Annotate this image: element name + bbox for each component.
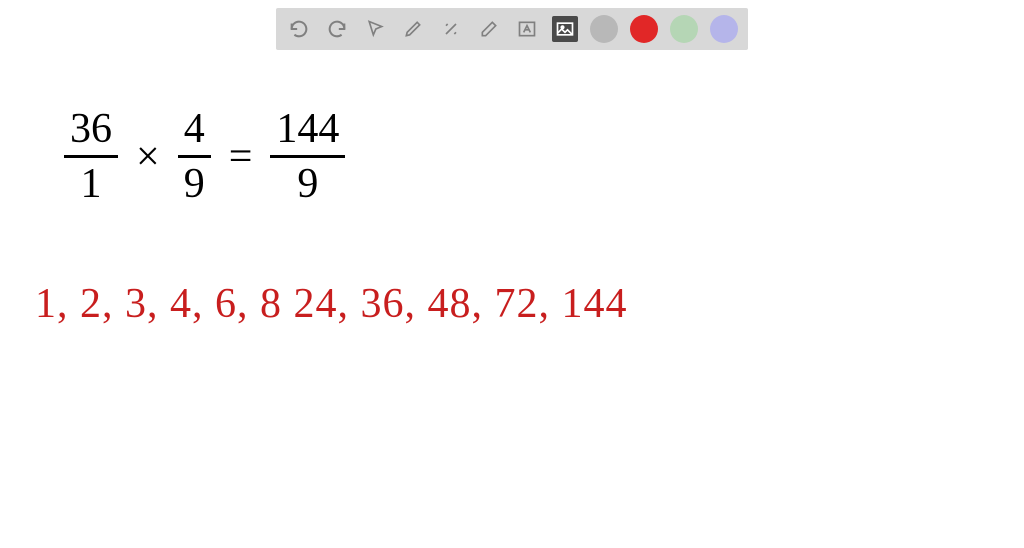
color-blue[interactable] (710, 15, 738, 43)
pencil-button[interactable] (400, 16, 426, 42)
multiply-sign: × (136, 133, 160, 181)
pencil-icon (403, 19, 423, 39)
cursor-icon (365, 19, 385, 39)
fraction-1-numerator: 36 (64, 105, 118, 155)
undo-icon (288, 18, 310, 40)
equation-line: 36 1 × 4 9 = 144 9 (60, 105, 349, 208)
fraction-1-denominator: 1 (75, 158, 108, 208)
text-icon (517, 19, 537, 39)
text-button[interactable] (514, 16, 540, 42)
color-gray[interactable] (590, 15, 618, 43)
whiteboard-canvas[interactable]: 36 1 × 4 9 = 144 9 1, 2, 3, 4, 6, 8 24, … (0, 50, 1024, 548)
eraser-icon (479, 19, 499, 39)
color-red[interactable] (630, 15, 658, 43)
undo-button[interactable] (286, 16, 312, 42)
redo-button[interactable] (324, 16, 350, 42)
equals-sign: = (229, 133, 253, 181)
fraction-2-numerator: 4 (178, 105, 211, 155)
fraction-3: 144 9 (270, 105, 345, 208)
tools-button[interactable] (438, 16, 464, 42)
fraction-1: 36 1 (64, 105, 118, 208)
cursor-button[interactable] (362, 16, 388, 42)
tools-icon (441, 19, 461, 39)
fraction-3-denominator: 9 (291, 158, 324, 208)
toolbar (276, 8, 748, 50)
fraction-2-denominator: 9 (178, 158, 211, 208)
fraction-3-numerator: 144 (270, 105, 345, 155)
color-green[interactable] (670, 15, 698, 43)
image-icon (555, 19, 575, 39)
factors-line: 1, 2, 3, 4, 6, 8 24, 36, 48, 72, 144 (35, 280, 628, 328)
eraser-button[interactable] (476, 16, 502, 42)
image-button[interactable] (552, 16, 578, 42)
redo-icon (326, 18, 348, 40)
fraction-2: 4 9 (178, 105, 211, 208)
